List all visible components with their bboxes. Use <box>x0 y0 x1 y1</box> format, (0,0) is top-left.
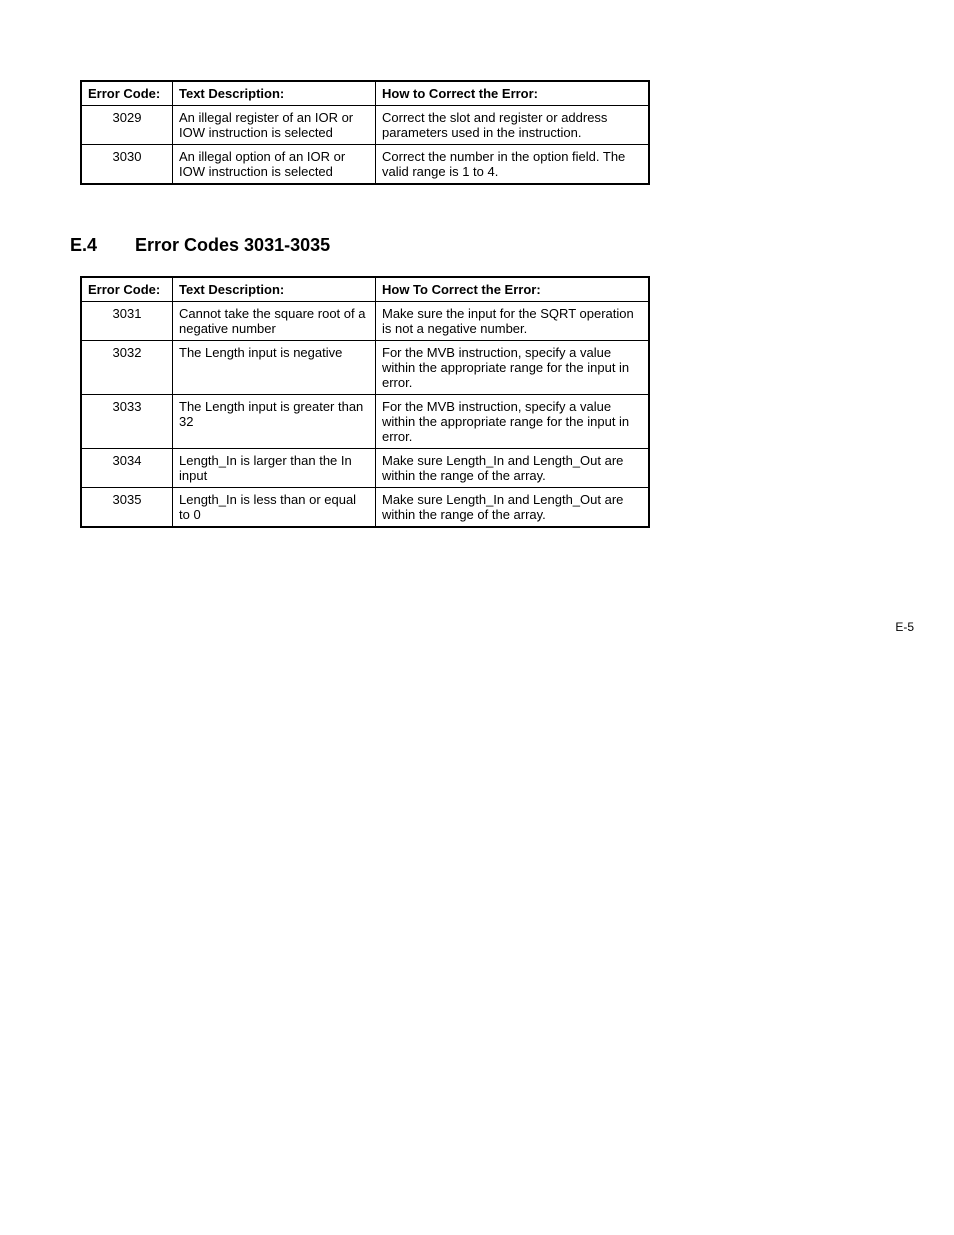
cell-desc: The Length input is greater than 32 <box>173 395 376 449</box>
table-row: 3029 An illegal register of an IOR or IO… <box>81 106 649 145</box>
table-header-row: Error Code: Text Description: How to Cor… <box>81 81 649 106</box>
cell-desc: Length_In is less than or equal to 0 <box>173 488 376 528</box>
cell-desc: Length_In is larger than the In input <box>173 449 376 488</box>
error-table-1: Error Code: Text Description: How to Cor… <box>80 80 650 185</box>
table-row: 3030 An illegal option of an IOR or IOW … <box>81 145 649 185</box>
cell-desc: An illegal option of an IOR or IOW instr… <box>173 145 376 185</box>
cell-fix: Make sure Length_In and Length_Out are w… <box>376 449 650 488</box>
col-header-code: Error Code: <box>81 277 173 302</box>
col-header-desc: Text Description: <box>173 277 376 302</box>
table-row: 3031 Cannot take the square root of a ne… <box>81 302 649 341</box>
cell-fix: Make sure the input for the SQRT operati… <box>376 302 650 341</box>
table-row: 3033 The Length input is greater than 32… <box>81 395 649 449</box>
cell-fix: For the MVB instruction, specify a value… <box>376 341 650 395</box>
section-title: Error Codes 3031-3035 <box>135 235 330 255</box>
col-header-fix: How to Correct the Error: <box>376 81 650 106</box>
error-table-2: Error Code: Text Description: How To Cor… <box>80 276 650 528</box>
table-row: 3035 Length_In is less than or equal to … <box>81 488 649 528</box>
page-number: E-5 <box>895 620 914 634</box>
table-row: 3032 The Length input is negative For th… <box>81 341 649 395</box>
cell-fix: For the MVB instruction, specify a value… <box>376 395 650 449</box>
cell-code: 3034 <box>81 449 173 488</box>
cell-desc: The Length input is negative <box>173 341 376 395</box>
table-header-row: Error Code: Text Description: How To Cor… <box>81 277 649 302</box>
table-row: 3034 Length_In is larger than the In inp… <box>81 449 649 488</box>
cell-fix: Make sure Length_In and Length_Out are w… <box>376 488 650 528</box>
cell-code: 3033 <box>81 395 173 449</box>
cell-fix: Correct the slot and register or address… <box>376 106 650 145</box>
cell-code: 3035 <box>81 488 173 528</box>
col-header-fix: How To Correct the Error: <box>376 277 650 302</box>
cell-code: 3030 <box>81 145 173 185</box>
cell-code: 3029 <box>81 106 173 145</box>
col-header-code: Error Code: <box>81 81 173 106</box>
section-heading: E.4 Error Codes 3031-3035 <box>70 235 884 256</box>
cell-fix: Correct the number in the option field. … <box>376 145 650 185</box>
section-number: E.4 <box>70 235 130 256</box>
cell-desc: Cannot take the square root of a negativ… <box>173 302 376 341</box>
cell-code: 3031 <box>81 302 173 341</box>
cell-desc: An illegal register of an IOR or IOW ins… <box>173 106 376 145</box>
col-header-desc: Text Description: <box>173 81 376 106</box>
cell-code: 3032 <box>81 341 173 395</box>
